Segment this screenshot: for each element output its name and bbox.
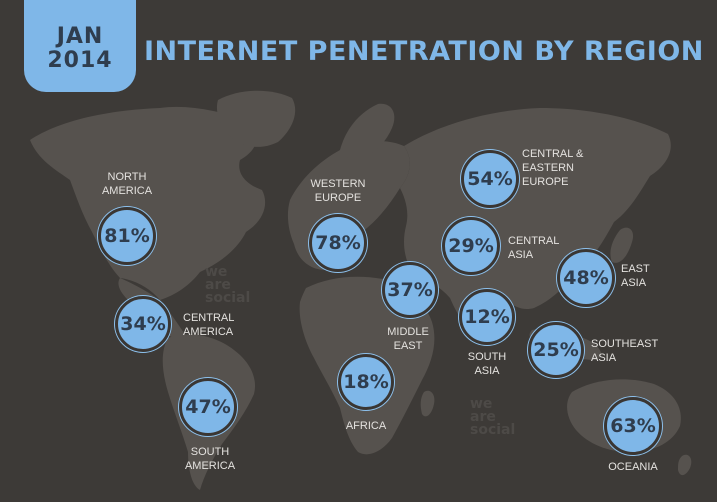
asia-landmass (400, 108, 671, 332)
label-north-america: NORTH AMERICA (101, 171, 153, 197)
bubble-africa: 18% (338, 354, 394, 410)
bubble-middle-east: 37% (382, 262, 438, 318)
north-america-landmass (30, 106, 266, 300)
bubble-central-asia: 29% (442, 217, 500, 275)
value-central-eastern-europe: 54% (467, 168, 513, 190)
japan-landmass (610, 227, 634, 263)
bubble-southeast-asia: 25% (528, 322, 584, 378)
value-east-asia: 48% (563, 267, 609, 289)
label-south-america: SOUTH AMERICA (184, 446, 236, 472)
value-oceania: 63% (610, 415, 656, 437)
value-western-europe: 78% (315, 232, 361, 254)
value-central-asia: 29% (448, 235, 494, 257)
value-middle-east: 37% (387, 279, 433, 301)
value-south-asia: 12% (464, 306, 510, 328)
value-southeast-asia: 25% (533, 339, 579, 361)
bubble-south-america: 47% (179, 378, 237, 436)
label-western-europe: WESTERN EUROPE (310, 178, 366, 204)
bubble-north-america: 81% (98, 207, 156, 265)
label-middle-east: MIDDLE EAST (387, 326, 429, 352)
label-southeast-asia: SOUTHEAST ASIA (591, 338, 659, 364)
label-africa: AFRICA (345, 420, 387, 432)
new-zealand-landmass (678, 454, 692, 476)
label-south-asia: SOUTH ASIA (467, 351, 507, 377)
bubble-central-eastern-europe: 54% (461, 150, 519, 208)
madagascar-landmass (420, 390, 435, 417)
label-central-asia: CENTRAL ASIA (508, 235, 560, 261)
date-badge: JAN 2014 (24, 0, 136, 92)
bubble-western-europe: 78% (309, 214, 367, 272)
label-central-eastern-europe: CENTRAL & EASTERN EUROPE (522, 148, 584, 188)
value-central-america: 34% (120, 313, 166, 335)
bubble-south-asia: 12% (459, 289, 515, 345)
watermark-1: we are social (205, 264, 251, 306)
date-year: 2014 (47, 48, 113, 73)
value-north-america: 81% (104, 225, 150, 247)
greenland-landmass (216, 90, 296, 147)
label-east-asia: EAST ASIA (621, 263, 650, 289)
bubble-oceania: 63% (604, 397, 662, 455)
scandinavia-landmass (340, 103, 395, 159)
value-south-america: 47% (185, 396, 231, 418)
date-month: JAN (56, 24, 104, 49)
bubble-central-america: 34% (115, 296, 171, 352)
label-central-america: CENTRAL AMERICA (183, 312, 235, 338)
value-africa: 18% (343, 371, 389, 393)
watermark-2: we are social (470, 396, 516, 438)
label-oceania: OCEANIA (608, 461, 658, 473)
page-title: INTERNET PENETRATION BY REGION (144, 36, 704, 67)
bubble-east-asia: 48% (557, 249, 615, 307)
